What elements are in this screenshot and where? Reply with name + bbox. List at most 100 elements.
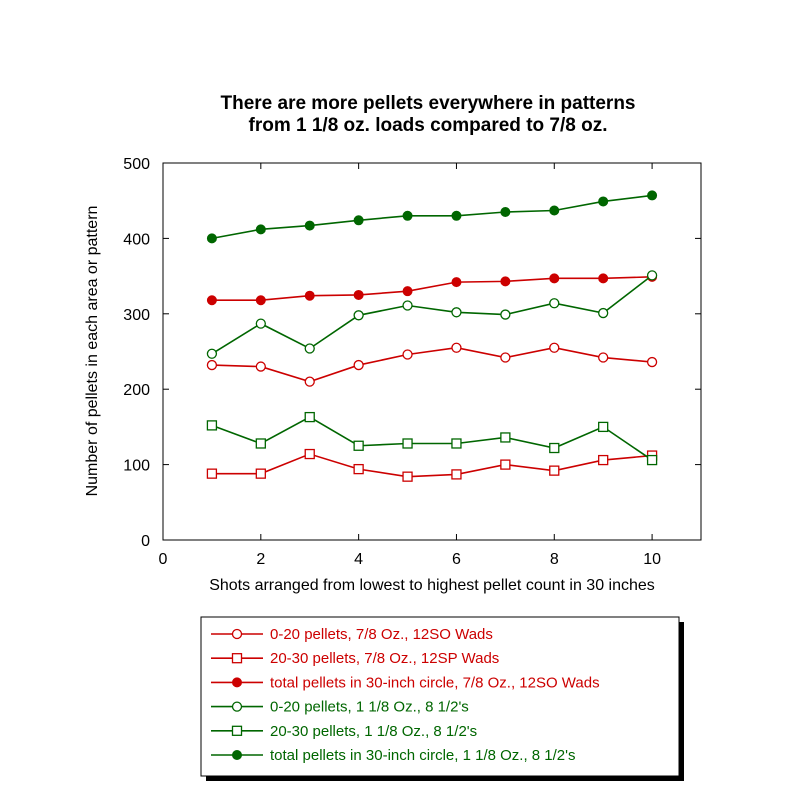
data-point: [549, 465, 560, 476]
data-point: [304, 290, 315, 301]
chart-title-line-1: There are more pellets everywhere in pat…: [220, 93, 635, 114]
series-layer: [206, 190, 658, 482]
series-2: [206, 448, 658, 482]
series-line: [211, 194, 653, 240]
x-tick-label: 2: [256, 551, 265, 568]
legend-label: 0-20 pellets, 1 1/8 Oz., 8 1/2's: [270, 699, 469, 716]
data-point: [500, 459, 511, 470]
data-point: [206, 420, 218, 431]
data-point: [549, 342, 560, 353]
series-line: [211, 274, 653, 355]
data-point: [402, 286, 413, 297]
data-point: [598, 196, 609, 207]
data-point: [598, 273, 609, 284]
legend-box: [200, 616, 680, 777]
data-point: [304, 220, 315, 231]
y-tick-label: 500: [123, 156, 150, 173]
data-point: [206, 233, 217, 244]
data-point: [451, 342, 462, 353]
legend-label: 20-30 pellets, 1 1/8 Oz., 8 1/2's: [270, 723, 477, 740]
legend-entry: 20-30 pellets, 7/8 Oz., 12SP Wads: [211, 650, 499, 667]
data-point: [353, 440, 364, 451]
series-5: [206, 411, 658, 466]
data-point: [646, 454, 658, 466]
y-axis-label: Number of pellets in each area or patter…: [84, 206, 101, 497]
data-point: [647, 190, 658, 201]
data-point: [402, 300, 413, 311]
data-point: [646, 270, 658, 281]
legend-label: total pellets in 30-inch circle, 7/8 Oz.…: [270, 674, 600, 691]
data-point: [451, 438, 462, 449]
data-point: [451, 469, 462, 480]
data-point: [353, 359, 364, 371]
data-point: [451, 210, 462, 221]
data-point: [353, 289, 364, 300]
x-tick-label: 10: [643, 551, 661, 568]
data-point: [549, 442, 560, 454]
data-point: [255, 438, 266, 449]
data-point: [255, 318, 266, 329]
legend-swatch-marker: [232, 750, 242, 760]
data-point: [402, 471, 413, 482]
series-line: [211, 453, 653, 478]
data-point: [255, 361, 266, 372]
data-point: [646, 356, 658, 368]
data-point: [402, 438, 413, 449]
data-point: [598, 454, 609, 466]
data-point: [206, 468, 218, 479]
legend-label: 20-30 pellets, 7/8 Oz., 12SP Wads: [270, 650, 499, 667]
legend-entry: total pellets in 30-inch circle, 7/8 Oz.…: [211, 674, 600, 691]
data-point: [255, 468, 266, 479]
legend-entry: 20-30 pellets, 1 1/8 Oz., 8 1/2's: [211, 723, 477, 740]
series-4: [206, 270, 658, 359]
y-tick-label: 300: [123, 307, 150, 324]
data-point: [451, 307, 462, 318]
x-tick-label: 0: [159, 551, 168, 568]
legend-swatch-marker: [231, 628, 243, 640]
data-point: [598, 307, 609, 319]
data-point: [500, 207, 511, 218]
data-point: [304, 411, 315, 423]
legend-entry: 0-20 pellets, 7/8 Oz., 12SO Wads: [211, 626, 493, 643]
y-tick-label: 200: [123, 382, 150, 399]
legend-swatch-marker: [231, 653, 243, 664]
data-point: [353, 463, 364, 475]
legend-entry: 0-20 pellets, 1 1/8 Oz., 8 1/2's: [211, 699, 469, 716]
series-6: [206, 190, 658, 244]
series-line: [211, 276, 653, 302]
legend-swatch-marker: [231, 701, 243, 712]
data-point: [598, 421, 609, 433]
y-tick-label: 0: [141, 533, 150, 550]
series-line: [211, 416, 653, 461]
data-point: [255, 224, 266, 235]
data-point: [598, 352, 609, 363]
data-point: [549, 205, 560, 216]
x-tick-label: 4: [354, 551, 363, 568]
data-point: [500, 276, 511, 287]
legend-label: total pellets in 30-inch circle, 1 1/8 O…: [270, 747, 576, 764]
data-point: [353, 215, 364, 226]
data-point: [304, 343, 315, 354]
data-point: [402, 210, 413, 221]
chart-title-line-2: from 1 1/8 oz. loads compared to 7/8 oz.: [249, 115, 608, 136]
data-point: [353, 310, 364, 321]
y-tick-label: 100: [123, 458, 150, 475]
data-point: [451, 277, 462, 288]
data-point: [255, 295, 266, 306]
plot-frame: [162, 162, 702, 541]
series-1: [206, 342, 658, 387]
series-line: [211, 346, 653, 383]
y-tick-label: 400: [123, 231, 150, 248]
data-point: [206, 295, 217, 306]
data-point: [500, 352, 511, 363]
legend-label: 0-20 pellets, 7/8 Oz., 12SO Wads: [270, 626, 493, 643]
series-3: [206, 271, 658, 306]
data-point: [549, 298, 560, 309]
legend-swatch-marker: [232, 677, 242, 688]
data-point: [304, 376, 315, 387]
legend-items: 0-20 pellets, 7/8 Oz., 12SO Wads 20-30 pe…: [211, 626, 600, 764]
data-point: [206, 348, 218, 359]
data-point: [402, 349, 413, 360]
